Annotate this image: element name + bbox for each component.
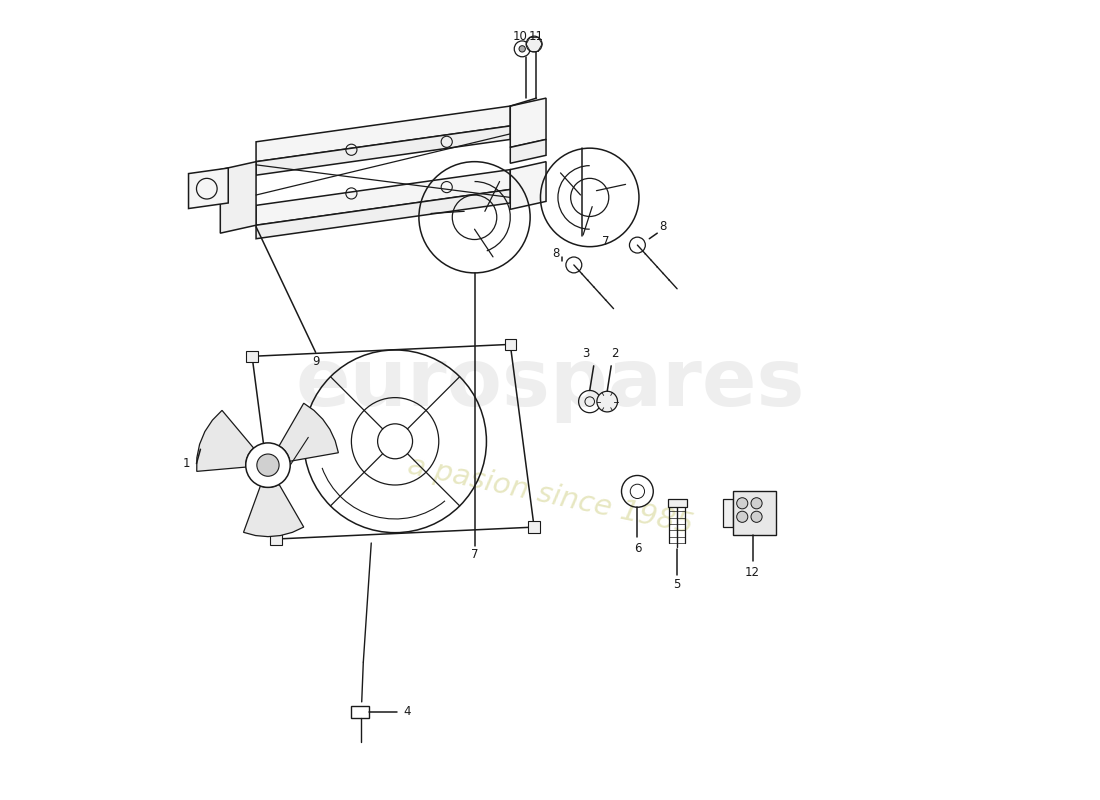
Polygon shape: [668, 499, 686, 507]
Polygon shape: [279, 403, 339, 462]
Polygon shape: [733, 491, 777, 535]
Text: 9: 9: [312, 355, 319, 368]
Text: 10: 10: [513, 30, 527, 42]
Text: 8: 8: [552, 246, 560, 259]
Text: 5: 5: [673, 578, 681, 591]
Text: 11: 11: [529, 30, 544, 42]
Text: 7: 7: [471, 549, 478, 562]
Polygon shape: [528, 522, 540, 533]
Circle shape: [257, 454, 279, 476]
Circle shape: [737, 511, 748, 522]
Polygon shape: [246, 350, 257, 362]
Polygon shape: [197, 410, 254, 471]
Polygon shape: [256, 190, 510, 238]
Text: 12: 12: [745, 566, 760, 579]
Circle shape: [245, 443, 290, 487]
Text: 7: 7: [602, 234, 609, 248]
Polygon shape: [510, 98, 546, 147]
Circle shape: [597, 391, 617, 412]
Polygon shape: [271, 534, 282, 545]
Polygon shape: [188, 168, 229, 209]
Text: 2: 2: [612, 347, 619, 361]
Polygon shape: [256, 106, 510, 162]
Circle shape: [751, 511, 762, 522]
Circle shape: [519, 46, 526, 52]
Polygon shape: [256, 170, 510, 226]
Text: a pasion since 1985: a pasion since 1985: [405, 451, 695, 539]
Text: 4: 4: [404, 706, 410, 718]
Polygon shape: [510, 162, 546, 210]
Text: 8: 8: [659, 220, 667, 234]
Text: eurospares: eurospares: [295, 345, 805, 423]
Circle shape: [526, 36, 542, 52]
Text: 6: 6: [634, 542, 641, 555]
Polygon shape: [220, 162, 256, 233]
Polygon shape: [505, 338, 516, 350]
Text: 1: 1: [183, 457, 190, 470]
Text: 3: 3: [582, 347, 590, 361]
Circle shape: [737, 498, 748, 509]
Circle shape: [751, 498, 762, 509]
Polygon shape: [723, 499, 733, 527]
Polygon shape: [243, 485, 304, 537]
Polygon shape: [256, 126, 510, 175]
Polygon shape: [510, 139, 546, 163]
